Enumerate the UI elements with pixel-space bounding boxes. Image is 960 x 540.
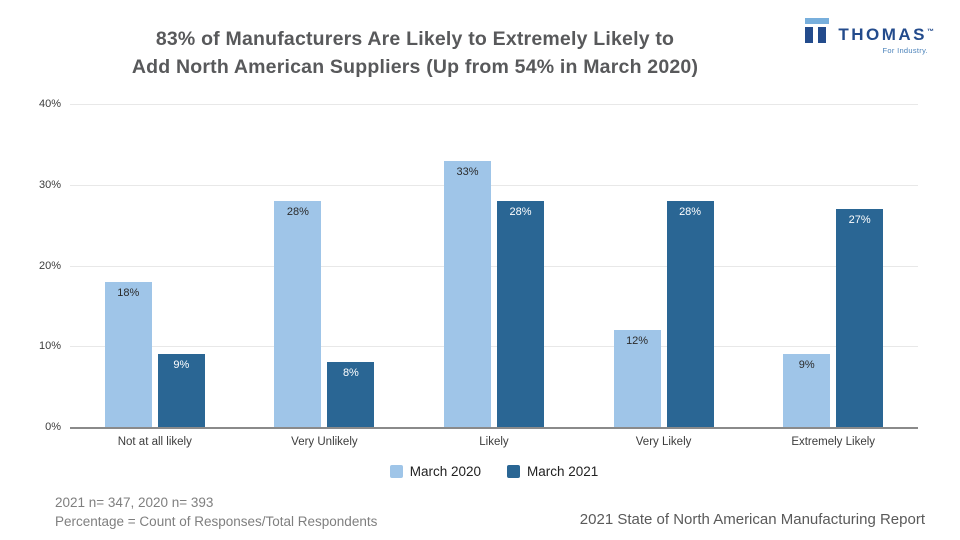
bar-value-label: 12% <box>626 335 649 348</box>
bar-value-label: 9% <box>798 359 815 372</box>
chart-legend: March 2020 March 2021 <box>70 464 918 479</box>
y-axis-tick-label: 20% <box>38 259 61 272</box>
trademark-symbol: ™ <box>927 28 934 36</box>
page-title-line2: Add North American Suppliers (Up from 54… <box>131 55 699 78</box>
bar: 27% <box>836 208 884 427</box>
gridline <box>70 346 918 348</box>
logo-pillar-shape <box>818 27 827 43</box>
page-title-line1: 83% of Manufacturers Are Likely to Extre… <box>155 28 675 50</box>
plot-area: 0% 10% 20% 30% 40% 18% 9% 28% 8% 33% 28% 12% 28% 9% 27… <box>39 98 918 433</box>
bar-value-label: 9% <box>173 359 190 372</box>
logo-tagline: For Industry. <box>882 46 928 55</box>
bar: 28% <box>274 200 322 427</box>
bar-group: 12% 28% <box>579 104 749 427</box>
y-axis-tick-label: 30% <box>38 178 61 191</box>
thomas-logo-icon <box>805 18 830 43</box>
legend-swatch <box>507 465 520 478</box>
legend-label: March 2021 <box>527 464 599 479</box>
page-title: 83% of Manufacturers Are Likely to Extre… <box>55 26 775 81</box>
legend-swatch <box>389 465 403 478</box>
y-axis-tick-label: 40% <box>38 98 61 110</box>
logo-topbar-shape <box>805 18 830 24</box>
bar-value-label: 28% <box>679 205 702 218</box>
bar: 18% <box>104 281 152 427</box>
bar-value-label: 28% <box>509 205 532 218</box>
x-axis-labels: Not at all likely Very Unlikely Likely Very… <box>70 429 918 448</box>
logo-brand-text: THOMAS™ <box>838 25 934 44</box>
bar: 28% <box>496 200 544 427</box>
logo-pillar-shape <box>805 27 814 43</box>
plot-wrap: 0% 10% 20% 30% 40% 18% 9% 28% 8% 33% 28% 12% 28% 9% 27… <box>39 98 918 433</box>
bar-group: 9% 27% <box>748 104 918 427</box>
bar-group: 33% 28% <box>409 104 579 427</box>
bar-value-label: 33% <box>456 165 479 178</box>
footnote-line2: Percentage = Count of Responses/Total Re… <box>55 514 378 530</box>
x-axis-category-label: Likely <box>479 436 509 448</box>
bar: 8% <box>327 362 375 427</box>
gridline <box>70 265 918 267</box>
gridline <box>70 104 918 105</box>
bar-group: 18% 9% <box>70 104 240 427</box>
bar: 28% <box>666 200 714 427</box>
bar: 12% <box>613 330 661 427</box>
bar-chart: 0% 10% 20% 30% 40% 18% 9% 28% 8% 33% 28% 12% 28% 9% 27… <box>39 98 918 479</box>
bar-group: 28% 8% <box>240 104 410 427</box>
y-axis-tick-label: 10% <box>38 340 61 353</box>
gridline <box>70 184 918 186</box>
footnote-line1: 2021 n= 347, 2020 n= 393 <box>55 494 214 510</box>
legend-item: March 2021 <box>507 464 598 479</box>
bar: 9% <box>783 354 831 427</box>
legend-label: March 2020 <box>409 464 481 479</box>
thomas-logo: THOMAS™ For Industry. <box>805 18 934 55</box>
footnote: 2021 n= 347, 2020 n= 393 Percentage = Co… <box>55 493 377 532</box>
bar-value-label: 27% <box>848 213 871 226</box>
bar-value-label: 28% <box>286 205 309 218</box>
bar: 9% <box>157 354 205 427</box>
source-label: 2021 State of North American Manufacturi… <box>579 511 925 528</box>
bar-value-label: 8% <box>342 367 359 380</box>
bar: 33% <box>443 160 491 427</box>
y-axis-tick-label: 0% <box>45 421 61 433</box>
bar-groups: 18% 9% 28% 8% 33% 28% 12% 28% 9% 27% <box>70 104 918 427</box>
x-axis-category-label: Very Likely <box>635 436 692 448</box>
legend-item: March 2020 <box>389 464 481 479</box>
x-axis-category-label: Extremely Likely <box>791 436 876 448</box>
bar-value-label: 18% <box>117 286 140 299</box>
x-axis-category-label: Not at all likely <box>117 436 192 448</box>
x-axis-category-label: Very Unlikely <box>291 436 358 448</box>
